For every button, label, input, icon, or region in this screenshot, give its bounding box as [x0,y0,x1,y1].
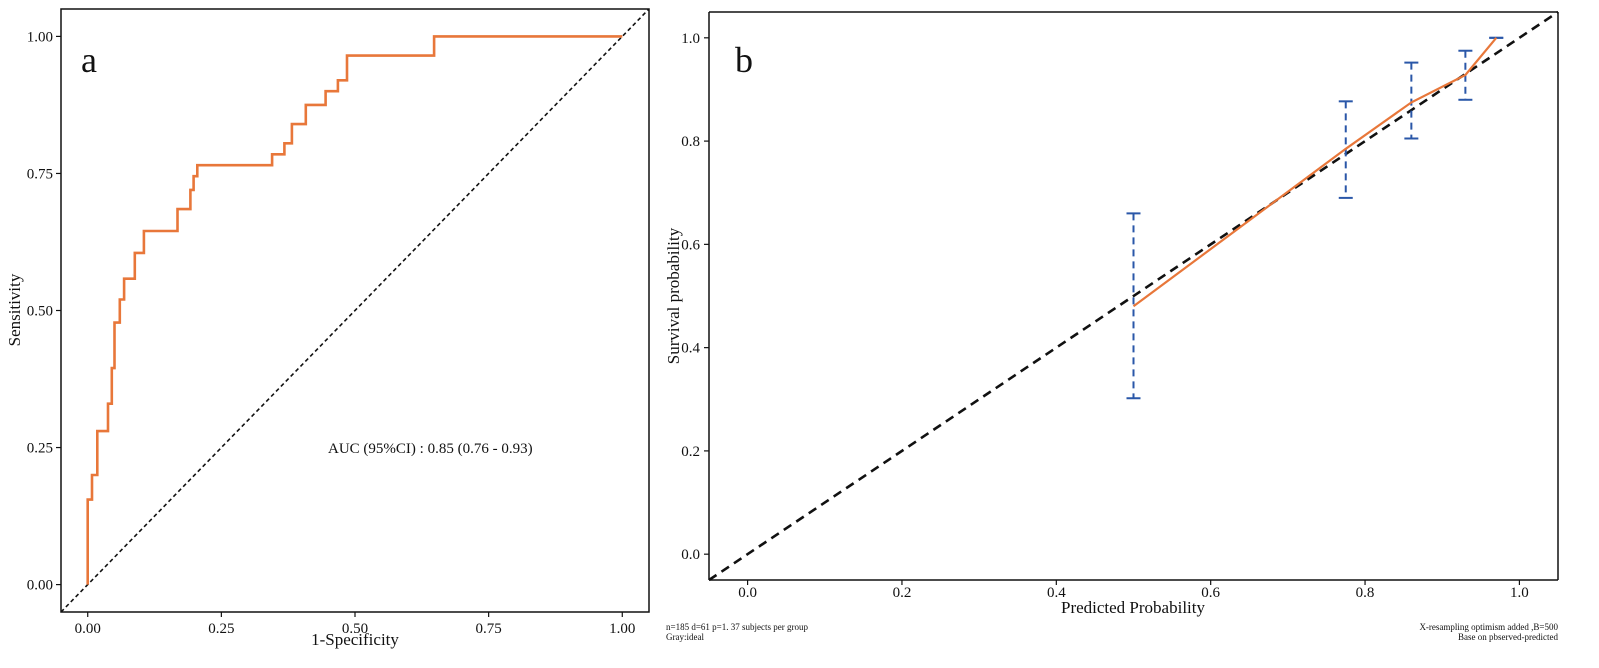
panel-b-x-tick-label: 0.0 [738,585,757,601]
panel-a-roc-curve [86,35,623,585]
panel-a-reference-line [60,8,650,613]
panel-a-label: a [81,40,97,80]
panel-b-y-tick-label: 0.2 [681,444,700,460]
panel-a-x-tick-label: 0.50 [342,621,368,637]
panel-a-y-tick-label: 0.25 [27,441,53,457]
panel-b-x-tick-label: 0.8 [1356,585,1375,601]
panel-a-y-ticks: 0.00 0.25 0.50 0.75 1.00 [27,29,61,594]
panel-b-y-tick-label: 1.0 [681,31,700,47]
panel-b-footnote-right-1: X-resampling optimism added ,B=500 [1419,622,1558,632]
panel-a-x-tick-label: 0.75 [476,621,502,637]
panel-b-x-axis-title: Predicted Probability [1061,598,1206,617]
panel-a-x-axis-title: 1-Specificity [311,630,399,649]
panel-a-y-axis-title: Sensitivity [5,273,24,346]
panel-b-y-axis-title: Survival probability [664,227,683,364]
panel-a-y-tick-label: 0.00 [27,578,53,594]
panel-a-x-tick-label: 0.25 [208,621,234,637]
panel-a-auc-annotation: AUC (95%CI) : 0.85 (0.76 - 0.93) [328,441,533,457]
panel-b-calibration-curve [1132,37,1498,308]
panel-a-x-tick-label: 0.00 [75,621,101,637]
panel-b-y-ticks: 0.0 0.2 0.4 0.6 0.8 1.0 [681,31,709,563]
panel-b-x-tick-label: 1.0 [1510,585,1529,601]
panel-b-x-tick-label: 0.6 [1201,585,1220,601]
panel-b-footnote-left-1: n=185 d=61 p=1. 37 subjects per group [666,622,808,632]
panel-b-y-tick-label: 0.4 [681,341,700,357]
panel-b-label: b [735,40,753,80]
panel-a-y-tick-label: 0.50 [27,304,53,320]
panel-a-y-tick-label: 1.00 [27,29,53,45]
panel-a-y-tick-label: 0.75 [27,166,53,182]
panel-b-x-tick-label: 0.2 [893,585,912,601]
panel-a: 0.00 0.25 0.50 0.75 1.00 0.00 0.25 0.50 0.75 1.0… [5,8,650,649]
panel-b-y-tick-label: 0.0 [681,547,700,563]
panel-b: 0.0 0.2 0.4 0.6 0.8 1.0 0.00.20.40.60.81.0 b … [664,10,1559,642]
panel-b-footnote-right-2: Base on pbserved-predicted [1458,632,1558,642]
panel-b-footnote-left-2: Gray:ideal [666,632,704,642]
panel-a-x-tick-label: 1.00 [609,621,635,637]
panel-b-ideal-line [708,10,1559,582]
panel-b-x-ticks: 0.0 0.2 0.4 0.6 0.8 1.0 [738,580,1529,601]
panel-a-x-ticks: 0.00 0.25 0.50 0.75 1.00 [75,612,635,637]
panel-b-y-tick-label: 0.6 [681,237,700,253]
panel-b-error-bars [1126,36,1504,400]
panel-b-y-tick-label: 0.8 [681,134,700,150]
panel-b-x-tick-label: 0.4 [1047,585,1066,601]
